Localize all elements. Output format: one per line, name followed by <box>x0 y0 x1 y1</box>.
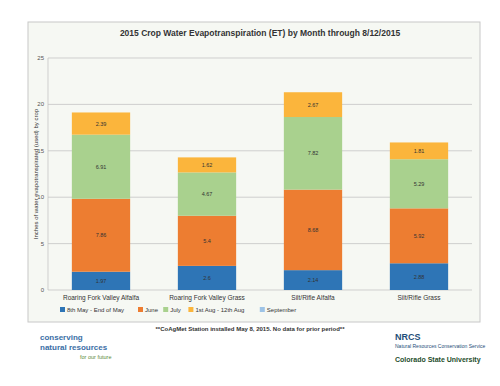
x-tick-label: Silt/Rifle Alfalfa <box>291 294 335 301</box>
grid-line <box>48 104 472 105</box>
bar-segment <box>178 266 236 290</box>
data-label: 2.39 <box>96 121 107 127</box>
annotation: NRCS <box>395 332 421 342</box>
data-label: 7.82 <box>308 150 319 156</box>
data-label: 7.86 <box>96 232 107 238</box>
legend-entry: 8th May - End of May <box>67 307 124 313</box>
title: 2015 Crop Water Evapotranspiration (ET) … <box>120 28 401 38</box>
legend-entry: July <box>170 307 181 313</box>
annotation: Colorado State University <box>395 356 481 364</box>
legend-swatch <box>60 307 65 312</box>
bar-segment <box>72 272 130 290</box>
bar-segment <box>390 208 448 263</box>
data-label: 2.88 <box>414 274 425 280</box>
bar-segment <box>390 263 448 290</box>
data-label: 8.68 <box>308 227 319 233</box>
y-tick-label: 20 <box>37 101 44 107</box>
data-label: 5.4 <box>203 238 211 244</box>
legend-swatch <box>188 307 193 312</box>
annotation: Natural Resources Conservation Service <box>395 343 486 349</box>
y-tick-label: 10 <box>37 194 44 200</box>
data-label: 6.91 <box>96 164 107 170</box>
legend-swatch <box>260 307 265 312</box>
x-tick-label: Roaring Fork Valley Grass <box>169 294 245 302</box>
y-tick-label: 25 <box>37 55 44 61</box>
bar-segment <box>178 157 236 172</box>
x-tick-label: Roaring Fork Valley Alfalfa <box>63 294 139 302</box>
legend-entry: September <box>267 307 296 313</box>
data-label: 1.97 <box>96 278 107 284</box>
x-tick-label: Silt/Rifle Grass <box>398 294 442 301</box>
grid-line <box>48 58 472 59</box>
background <box>0 0 500 386</box>
bar-segment <box>72 135 130 199</box>
bar-segment <box>284 190 342 271</box>
y-axis-label: Inches of water evapotranspirated (used)… <box>33 108 39 239</box>
annotation: **CoAgMet Station installed May 8, 2015.… <box>155 326 345 332</box>
legend-entry: 1st Aug - 12th Aug <box>195 307 244 313</box>
bar-segment <box>390 159 448 208</box>
data-label: 2.67 <box>308 102 319 108</box>
annotation: conserving <box>40 333 83 342</box>
y-tick-label: 0 <box>41 287 45 293</box>
legend: 8th May - End of May June July 1st Aug - 12… <box>60 307 296 313</box>
data-label: 5.92 <box>414 233 425 239</box>
data-label: 2.6 <box>203 275 211 281</box>
bar-segment <box>178 172 236 215</box>
data-labels: 1.97 7.86 6.91 2.39 2.6 5.4 4.67 1.62 2.14 8.68 7.… <box>96 102 425 284</box>
legend-swatch <box>163 307 168 312</box>
data-label: 2.14 <box>308 277 319 283</box>
data-label: 1.81 <box>414 148 425 154</box>
bar-segment <box>284 117 342 190</box>
bar-segment <box>390 142 448 159</box>
legend-swatch <box>138 307 143 312</box>
chart-frame <box>28 22 480 322</box>
chart: 2015 Crop Water Evapotranspiration (ET) … <box>0 0 500 386</box>
bar-segment <box>178 216 236 266</box>
data-label: 5.29 <box>414 181 425 187</box>
y-axis <box>48 58 49 290</box>
bar-segment <box>284 92 342 117</box>
bar-segment <box>284 270 342 290</box>
y-tick-label: 15 <box>37 148 44 154</box>
data-label: 4.67 <box>202 191 213 197</box>
y-tick-label: 5 <box>41 241 45 247</box>
annotation: for our future <box>80 354 112 360</box>
data-label: 1.62 <box>202 162 213 168</box>
legend-entry: June <box>145 307 159 313</box>
annotation: natural resources <box>40 343 108 352</box>
bar-segment <box>72 112 130 134</box>
bar-segment <box>72 199 130 272</box>
bars <box>72 92 448 290</box>
